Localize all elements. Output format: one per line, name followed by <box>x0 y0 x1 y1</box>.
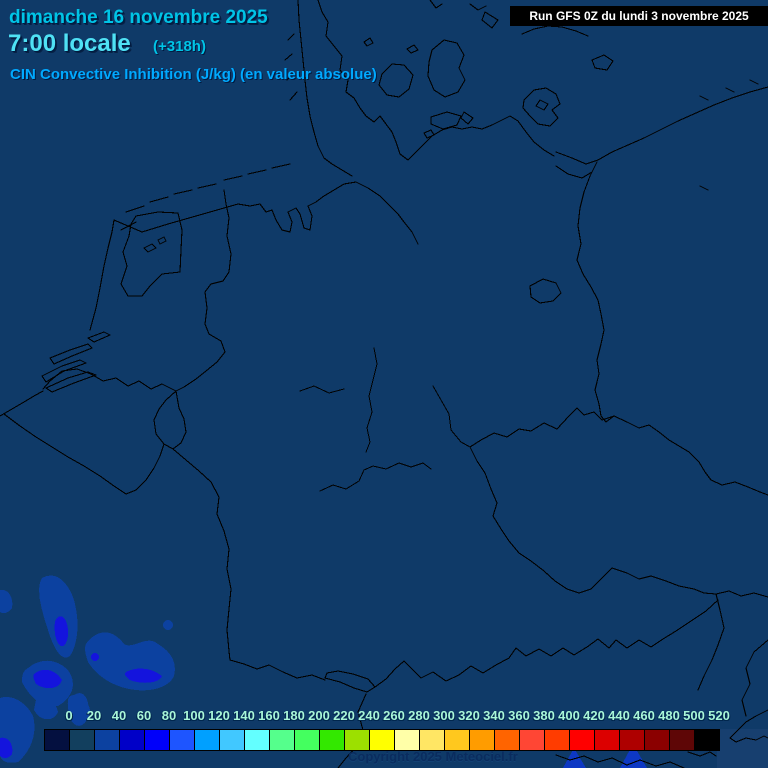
legend-label: 80 <box>161 708 177 723</box>
cin-areas-bright <box>0 616 162 758</box>
cin-areas-south <box>563 744 647 768</box>
legend-label: 40 <box>111 708 127 723</box>
legend-cell <box>194 729 220 751</box>
forecast-time: 7:00 locale <box>8 30 131 57</box>
legend-cell <box>519 729 545 751</box>
legend-cell <box>419 729 445 751</box>
legend-gap-patch <box>717 729 768 768</box>
legend-cell <box>669 729 695 751</box>
legend-cell <box>119 729 145 751</box>
country-borders <box>3 161 768 768</box>
legend-cell <box>169 729 195 751</box>
legend-label: 500 <box>683 708 705 723</box>
legend-cell <box>44 729 70 751</box>
run-info-bar: Run GFS 0Z du lundi 3 novembre 2025 <box>510 6 768 26</box>
legend-label: 260 <box>383 708 405 723</box>
legend-cell <box>294 729 320 751</box>
legend-label: 440 <box>608 708 630 723</box>
legend-label: 400 <box>558 708 580 723</box>
legend-label: 320 <box>458 708 480 723</box>
rivers <box>299 347 471 492</box>
legend-cell <box>144 729 170 751</box>
legend-cell <box>269 729 295 751</box>
legend-label: 480 <box>658 708 680 723</box>
legend-label: 280 <box>408 708 430 723</box>
legend-cell <box>69 729 95 751</box>
run-info-text: Run GFS 0Z du lundi 3 novembre 2025 <box>529 9 749 23</box>
legend-cell <box>244 729 270 751</box>
legend-cell <box>369 729 395 751</box>
legend-label: 200 <box>308 708 330 723</box>
legend-label: 140 <box>233 708 255 723</box>
legend-cell <box>544 729 570 751</box>
forecast-date: dimanche 16 novembre 2025 <box>9 7 268 28</box>
legend-cell <box>619 729 645 751</box>
legend-label: 20 <box>86 708 102 723</box>
legend-cell <box>444 729 470 751</box>
legend-cell <box>319 729 345 751</box>
legend-cell <box>569 729 595 751</box>
legend-label: 160 <box>258 708 280 723</box>
legend-label: 240 <box>358 708 380 723</box>
legend-label: 460 <box>633 708 655 723</box>
legend-label: 100 <box>183 708 205 723</box>
legend-cell <box>694 729 720 751</box>
legend-label: 520 <box>708 708 730 723</box>
legend-cell <box>219 729 245 751</box>
legend-cell <box>594 729 620 751</box>
legend-label: 340 <box>483 708 505 723</box>
parameter-title: CIN Convective Inhibition (J/kg) (en val… <box>10 66 377 83</box>
coastlines <box>0 0 768 417</box>
copyright-text: Copyright 2025 Meteociel.fr <box>348 749 518 764</box>
legend-cell <box>394 729 420 751</box>
legend-cell <box>469 729 495 751</box>
legend-label: 300 <box>433 708 455 723</box>
legend-cell <box>344 729 370 751</box>
legend-label: 60 <box>136 708 152 723</box>
legend-cell <box>494 729 520 751</box>
legend-label: 380 <box>533 708 555 723</box>
legend-label: 120 <box>208 708 230 723</box>
legend-label: 180 <box>283 708 305 723</box>
legend-label: 220 <box>333 708 355 723</box>
legend-label: 0 <box>65 708 73 723</box>
legend-cell <box>644 729 670 751</box>
legend-cell <box>94 729 120 751</box>
legend-label: 360 <box>508 708 530 723</box>
forecast-hour-offset: (+318h) <box>153 38 206 55</box>
legend: 0 20 40 60 80 100 120 140 160 180 200 220 240 260 280 3… <box>44 708 730 752</box>
legend-label: 420 <box>583 708 605 723</box>
